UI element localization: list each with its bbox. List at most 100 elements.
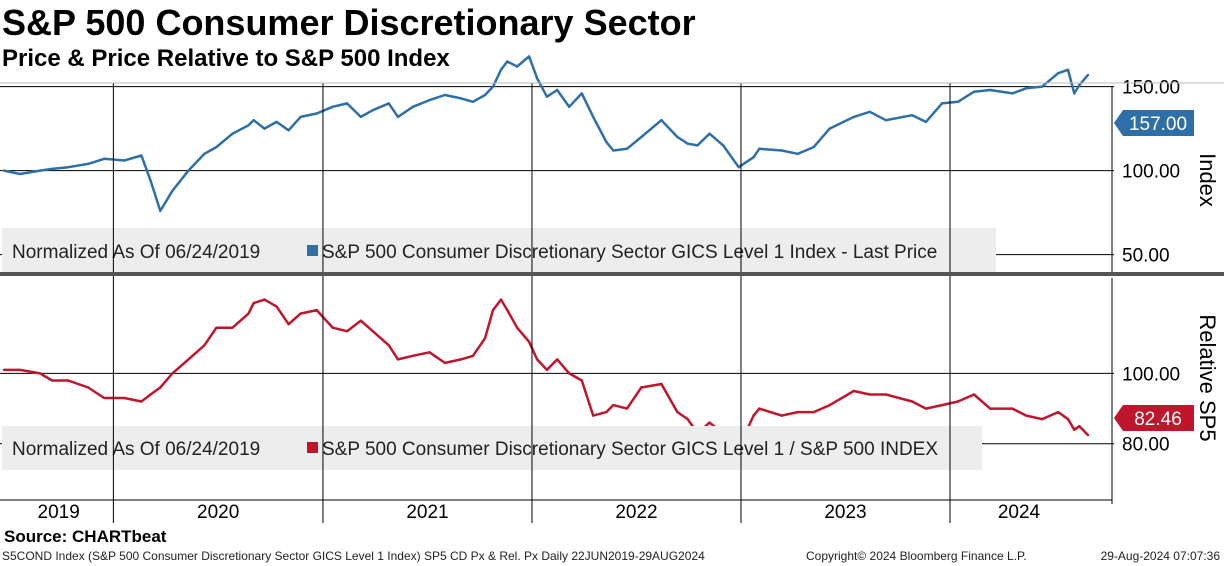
- price-last-value-badge: 157.00: [1114, 110, 1194, 136]
- price-data-point-28: [396, 115, 400, 119]
- price-data-point-11: [171, 189, 174, 192]
- relative-last-value-badge: 82.46: [1114, 405, 1194, 431]
- price-data-point-27: [387, 102, 390, 105]
- price-data-point-75: [1057, 72, 1060, 75]
- relative-data-point-0: [2, 368, 6, 372]
- relative-data-point-63: [852, 389, 855, 393]
- price-data-point-42: [556, 88, 559, 92]
- relative-data-point-11: [171, 372, 174, 375]
- relative-data-point-20: [287, 323, 290, 326]
- chart-subtitle: Price & Price Relative to S&P 500 Index: [2, 45, 450, 72]
- relative-data-point-61: [812, 410, 815, 414]
- price-data-point-7: [123, 159, 126, 162]
- price-data-point-23: [331, 105, 334, 109]
- price-data-point-60: [796, 152, 799, 155]
- chart-title: S&P 500 Consumer Discretionary Sector: [2, 2, 696, 43]
- relative-data-point-76: [1066, 417, 1070, 421]
- price-data-point-32: [459, 97, 463, 100]
- relative-data-point-15: [231, 326, 234, 329]
- price-data-point-6: [103, 157, 106, 160]
- price-data-point-45: [592, 115, 595, 119]
- relative-data-point-44: [580, 379, 583, 382]
- relative-data-point-71: [988, 407, 992, 410]
- relative-data-point-57: [752, 414, 755, 417]
- relative-data-point-49: [640, 386, 643, 389]
- relative-data-point-60: [796, 410, 799, 414]
- price-y-tick-label-2: 150.00: [1122, 78, 1180, 99]
- relative-data-point-33: [471, 354, 475, 357]
- price-data-point-37: [506, 60, 509, 63]
- relative-y-tick-label-1: 100.00: [1122, 364, 1180, 385]
- relative-data-point-77: [1073, 428, 1076, 431]
- price-data-point-5: [87, 162, 90, 166]
- relative-legend-swatch: [307, 442, 318, 453]
- price-data-point-48: [625, 147, 629, 150]
- relative-data-point-62: [828, 403, 831, 407]
- price-series-line: [3, 55, 1089, 213]
- price-data-point-43: [568, 105, 571, 109]
- relative-data-point-48: [625, 407, 629, 410]
- x-axis: 2019 2020 2021 2022 2023 2024: [0, 83, 1112, 523]
- relative-data-point-47: [612, 403, 615, 407]
- relative-data-point-37: [506, 308, 509, 312]
- relative-data-point-26: [371, 330, 374, 333]
- price-data-point-73: [1025, 87, 1028, 90]
- x-tick-label-2019: 2019: [38, 502, 80, 523]
- relative-data-point-29: [411, 354, 415, 357]
- price-data-point-65: [884, 119, 888, 122]
- price-data-point-15: [231, 132, 234, 135]
- relative-data-point-30: [428, 351, 431, 354]
- price-data-point-2: [38, 169, 42, 172]
- relative-data-point-54: [708, 421, 711, 424]
- price-data-point-18: [263, 127, 266, 130]
- source-note: Source: CHARTbeat: [4, 527, 167, 546]
- price-data-point-74: [1041, 85, 1044, 88]
- relative-data-point-39: [527, 340, 531, 343]
- price-data-point-71: [988, 88, 992, 92]
- price-data-point-1: [18, 172, 22, 176]
- price-y-tick-label-0: 50.00: [1122, 246, 1170, 267]
- price-legend-note: Normalized As Of 06/24/2019: [12, 242, 260, 263]
- relative-data-point-24: [345, 330, 349, 333]
- relative-last-value-box: [1114, 405, 1194, 431]
- price-data-point-26: [371, 109, 374, 112]
- x-tick-label-2021: 2021: [406, 502, 448, 523]
- relative-data-point-35: [491, 308, 495, 312]
- relative-data-point-10: [159, 386, 162, 389]
- relative-data-point-34: [483, 337, 487, 340]
- price-y-axis-label: Index: [1195, 153, 1220, 207]
- relative-data-point-52: [686, 417, 689, 421]
- price-data-point-58: [758, 147, 761, 150]
- relative-data-point-7: [123, 396, 126, 400]
- relative-data-point-69: [956, 400, 960, 403]
- relative-data-point-46: [605, 410, 608, 414]
- price-legend-swatch: [307, 245, 318, 256]
- relative-last-value: 82.46: [1134, 409, 1182, 430]
- price-data-point-57: [752, 156, 755, 159]
- price-data-point-79: [1086, 73, 1090, 77]
- relative-data-point-23: [331, 326, 334, 329]
- price-data-point-34: [483, 93, 487, 97]
- relative-data-point-1: [18, 368, 22, 372]
- price-data-point-47: [612, 149, 615, 152]
- price-data-point-10: [159, 209, 162, 213]
- relative-data-point-2: [38, 372, 42, 375]
- footer-timestamp: 29-Aug-2024 07:07:36: [1100, 549, 1220, 563]
- price-data-point-30: [428, 98, 431, 102]
- footer-copyright: Copyright© 2024 Bloomberg Finance L.P.: [806, 549, 1027, 563]
- price-data-point-4: [66, 166, 70, 169]
- price-last-value-box: [1114, 110, 1194, 136]
- price-last-value: 157.00: [1129, 114, 1187, 135]
- price-data-point-19: [275, 120, 278, 124]
- relative-data-point-28: [396, 358, 400, 361]
- price-data-point-70: [972, 90, 976, 93]
- price-data-point-54: [708, 132, 711, 135]
- price-data-point-55: [722, 144, 725, 147]
- price-data-point-21: [299, 115, 302, 119]
- relative-data-point-36: [499, 298, 503, 301]
- price-data-point-64: [868, 110, 871, 114]
- relative-data-point-64: [868, 393, 871, 396]
- relative-data-point-68: [940, 403, 944, 407]
- price-legend-label: S&P 500 Consumer Discretionary Sector GI…: [322, 242, 937, 263]
- relative-data-point-66: [911, 400, 914, 403]
